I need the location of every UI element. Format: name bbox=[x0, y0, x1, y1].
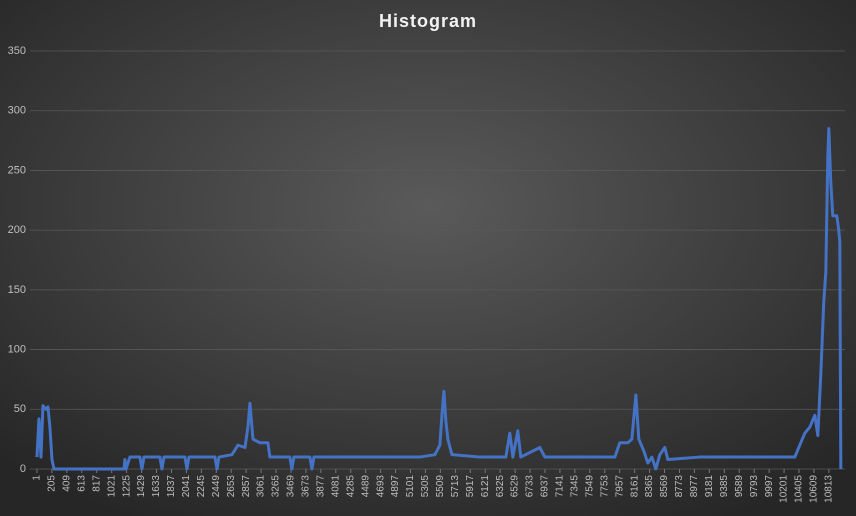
x-tick-label: 2857 bbox=[241, 475, 252, 498]
x-tick-label: 2449 bbox=[211, 475, 222, 498]
x-tick-label: 7141 bbox=[555, 475, 566, 498]
x-tick-label: 6121 bbox=[480, 475, 491, 498]
series-line bbox=[35, 127, 843, 471]
x-tick-label: 10813 bbox=[824, 475, 835, 503]
y-tick-label: 150 bbox=[8, 284, 26, 296]
y-tick-label: 250 bbox=[8, 164, 26, 176]
x-tick-label: 9793 bbox=[749, 475, 760, 498]
x-tick-label: 6529 bbox=[510, 475, 521, 498]
x-tick-label: 3877 bbox=[315, 475, 326, 498]
x-tick-label: 8161 bbox=[629, 475, 640, 498]
x-tick-label: 1837 bbox=[166, 475, 177, 498]
x-tick-label: 3061 bbox=[256, 475, 267, 498]
x-tick-label: 1633 bbox=[151, 475, 162, 498]
x-tick-label: 7345 bbox=[570, 475, 581, 498]
y-tick-label: 0 bbox=[20, 463, 26, 475]
x-tick-label: 9181 bbox=[704, 475, 715, 498]
x-tick-label: 4285 bbox=[345, 475, 356, 498]
x-tick-label: 8365 bbox=[644, 475, 655, 498]
y-tick-label: 50 bbox=[14, 403, 26, 415]
y-tick-label: 200 bbox=[8, 224, 26, 236]
x-tick-label: 1225 bbox=[121, 475, 132, 498]
x-tick-label: 2041 bbox=[181, 475, 192, 498]
y-tick-label: 100 bbox=[8, 343, 26, 355]
x-tick-label: 3673 bbox=[301, 475, 312, 498]
x-tick-label: 9385 bbox=[719, 475, 730, 498]
x-tick-label: 409 bbox=[61, 475, 72, 492]
x-tick-label: 4897 bbox=[390, 475, 401, 498]
x-tick-label: 3469 bbox=[286, 475, 297, 498]
x-tick-label: 9589 bbox=[734, 475, 745, 498]
y-tick-label: 350 bbox=[8, 45, 26, 57]
x-tick-label: 5713 bbox=[450, 475, 461, 498]
x-tick-label: 5509 bbox=[435, 475, 446, 498]
x-tick-label: 7753 bbox=[599, 475, 610, 498]
x-tick-label: 4693 bbox=[375, 475, 386, 498]
x-tick-label: 613 bbox=[76, 475, 87, 492]
x-tick-label: 8569 bbox=[659, 475, 670, 498]
x-tick-label: 2245 bbox=[196, 475, 207, 498]
x-tick-label: 5917 bbox=[465, 475, 476, 498]
x-tick-label: 1 bbox=[32, 475, 43, 481]
x-tick-label: 10201 bbox=[779, 475, 790, 503]
y-tick-label: 300 bbox=[8, 105, 26, 117]
x-tick-label: 817 bbox=[91, 475, 102, 492]
x-tick-label: 4489 bbox=[360, 475, 371, 498]
x-tick-label: 1429 bbox=[136, 475, 147, 498]
x-tick-label: 6733 bbox=[525, 475, 536, 498]
x-tick-label: 10609 bbox=[809, 475, 820, 503]
x-tick-label: 7549 bbox=[584, 475, 595, 498]
chart-title: Histogram bbox=[379, 11, 477, 31]
x-tick-label: 5101 bbox=[405, 475, 416, 498]
x-tick-label: 8977 bbox=[689, 475, 700, 498]
x-tick-label: 4081 bbox=[330, 475, 341, 498]
x-tick-label: 6325 bbox=[495, 475, 506, 498]
x-tick-label: 8773 bbox=[674, 475, 685, 498]
x-tick-label: 10405 bbox=[794, 475, 805, 503]
x-tick-label: 2653 bbox=[226, 475, 237, 498]
x-tick-label: 7957 bbox=[614, 475, 625, 498]
x-tick-label: 3265 bbox=[271, 475, 282, 498]
x-tick-label: 9997 bbox=[764, 475, 775, 498]
x-tick-label: 6937 bbox=[540, 475, 551, 498]
x-tick-label: 205 bbox=[47, 475, 58, 492]
x-tick-label: 1021 bbox=[106, 475, 117, 498]
x-tick-label: 5305 bbox=[420, 475, 431, 498]
